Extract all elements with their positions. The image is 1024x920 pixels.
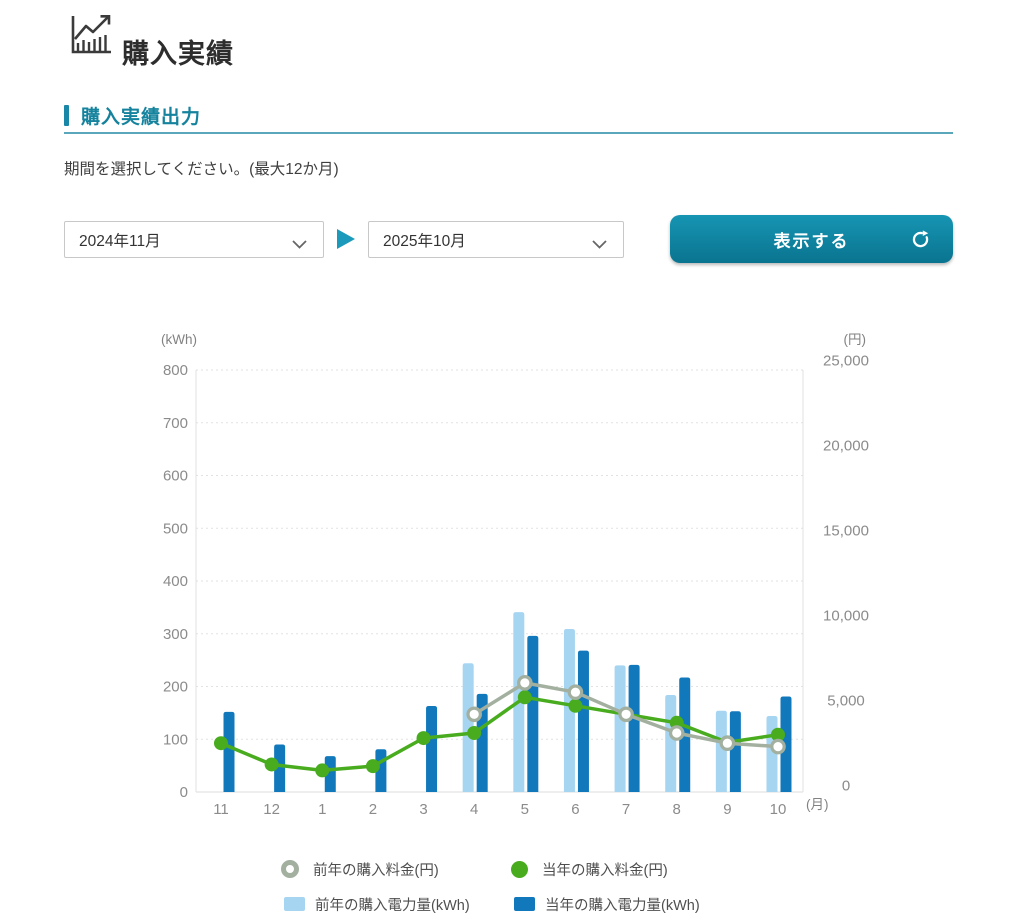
period-from-select[interactable]: 2024年11月 (64, 221, 324, 258)
refresh-icon (910, 229, 931, 253)
svg-text:600: 600 (163, 468, 188, 485)
legend-square-marker (284, 897, 305, 911)
svg-text:20,000: 20,000 (823, 438, 869, 455)
page-title: 購入実績 (122, 39, 234, 70)
legend-item-curr-fee: 当年の購入料金(円) (511, 853, 668, 885)
legend-item-prev-fee: 前年の購入料金(円) (281, 853, 439, 885)
show-button-label: 表示する (773, 231, 850, 251)
chart-canvas: 0 100 200 300 400 500 600 700 800 0 5,000 10,000 15,… (161, 332, 869, 818)
svg-text:10: 10 (770, 801, 787, 818)
legend-circle-marker (511, 860, 528, 878)
svg-text:8: 8 (673, 801, 681, 818)
period-from-value: 2024年11月 (79, 232, 161, 250)
purchase-history-chart: 0 100 200 300 400 500 600 700 800 0 5,000 10,000 15,… (140, 328, 884, 828)
purchase-history-chart-icon (66, 12, 114, 58)
svg-text:500: 500 (163, 520, 188, 537)
svg-text:(月): (月) (806, 797, 829, 812)
svg-text:(円): (円) (844, 332, 867, 347)
svg-text:10,000: 10,000 (823, 608, 869, 625)
legend-ring-marker (281, 860, 299, 878)
svg-text:6: 6 (571, 801, 579, 818)
section-accent-bar (64, 105, 69, 126)
svg-text:0: 0 (842, 778, 850, 795)
section-divider (64, 132, 953, 134)
svg-text:800: 800 (163, 362, 188, 379)
period-instruction: 期間を選択してください。(最大12か月) (64, 161, 339, 178)
section-header: 購入実績出力 (64, 102, 201, 129)
chevron-down-icon (292, 236, 307, 254)
svg-text:400: 400 (163, 573, 188, 590)
legend-item-prev-kwh: 前年の購入電力量(kWh) (284, 890, 470, 918)
legend-label: 前年の購入電力量(kWh) (315, 897, 470, 914)
legend-square-marker (514, 897, 535, 911)
chevron-down-icon (592, 236, 607, 254)
legend-label: 当年の購入電力量(kWh) (545, 897, 700, 914)
period-to-select[interactable]: 2025年10月 (368, 221, 624, 258)
svg-text:11: 11 (213, 801, 229, 818)
legend-label: 当年の購入料金(円) (542, 862, 668, 879)
svg-text:5: 5 (521, 801, 529, 818)
show-button[interactable]: 表示する (670, 215, 953, 263)
svg-text:25,000: 25,000 (823, 353, 869, 370)
svg-text:2: 2 (369, 801, 377, 818)
svg-text:5,000: 5,000 (827, 693, 865, 710)
period-to-value: 2025年10月 (383, 232, 466, 250)
section-title: 購入実績出力 (81, 107, 202, 128)
svg-text:100: 100 (163, 731, 188, 748)
svg-text:300: 300 (163, 626, 188, 643)
svg-text:200: 200 (163, 679, 188, 696)
triangle-right-icon (337, 229, 355, 249)
legend-item-curr-kwh: 当年の購入電力量(kWh) (514, 890, 700, 918)
svg-text:12: 12 (263, 801, 280, 818)
svg-text:15,000: 15,000 (823, 523, 869, 540)
svg-text:0: 0 (180, 784, 188, 801)
legend-label: 前年の購入料金(円) (313, 862, 439, 879)
svg-text:700: 700 (163, 415, 188, 432)
svg-text:1: 1 (318, 801, 326, 818)
svg-text:9: 9 (723, 801, 731, 818)
svg-text:3: 3 (419, 801, 427, 818)
svg-text:7: 7 (622, 801, 630, 818)
svg-text:4: 4 (470, 801, 478, 818)
svg-text:(kWh): (kWh) (161, 332, 197, 347)
